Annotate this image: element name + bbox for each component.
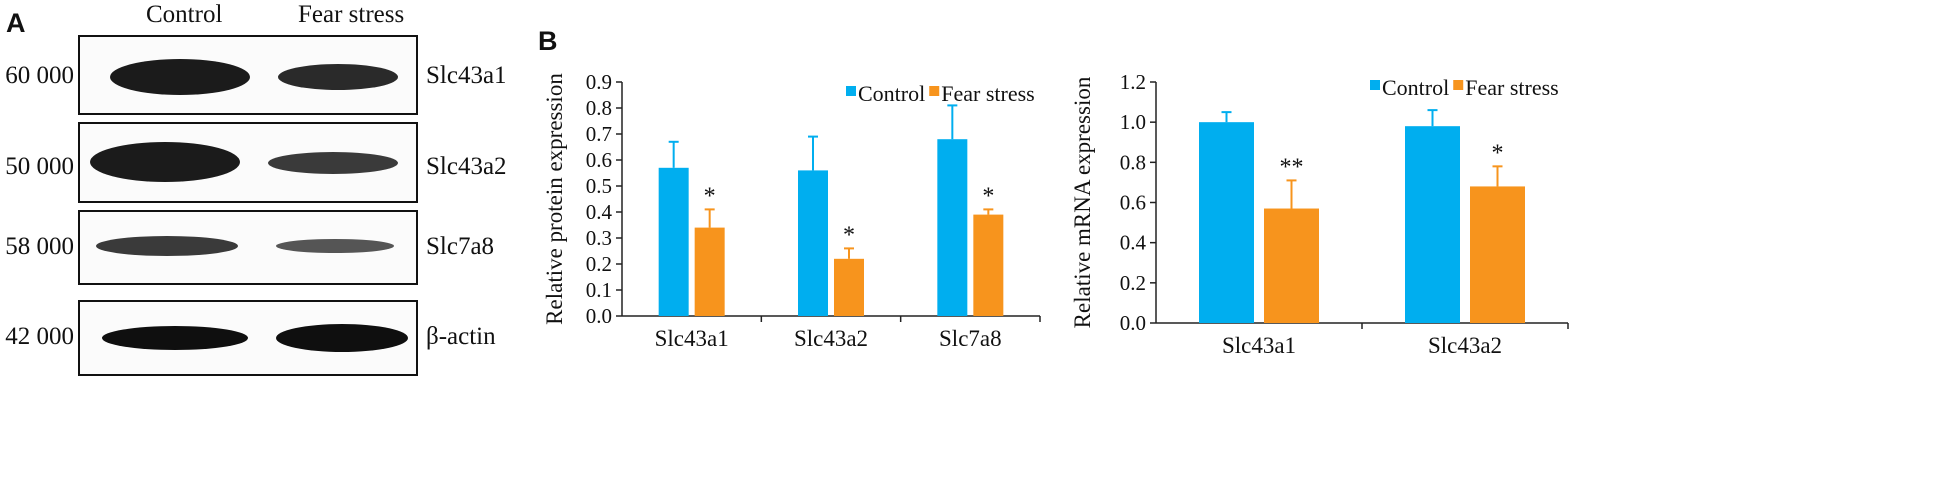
y-tick-label: 0.4: [1120, 231, 1147, 255]
bar-control: [1199, 122, 1254, 323]
y-tick-label: 0.7: [586, 122, 612, 146]
y-tick-label: 0.8: [1120, 150, 1146, 174]
blot-mw-label: 42 000: [5, 323, 74, 350]
x-tick-label: Slc43a2: [1428, 333, 1502, 358]
legend-label: Fear stress: [1465, 75, 1558, 100]
bar-fear-stress: [694, 227, 725, 316]
y-tick-label: 0.0: [586, 304, 612, 328]
significance-marker: *: [1492, 140, 1504, 166]
blot-mw-label: 60 000: [5, 62, 74, 89]
blot-column-fear-stress: Fear stress: [298, 1, 405, 28]
legend-label: Fear stress: [941, 81, 1034, 106]
blot-protein-label: β-actin: [426, 323, 496, 350]
legend-swatch: [1370, 80, 1380, 90]
band-control: [90, 142, 240, 182]
y-tick-label: 0.8: [586, 96, 612, 120]
mrna-expression-chart: 0.0 0.2 0.4 0.6 0.8 1.0 1.2 Relative mRNA expre…: [1070, 70, 1569, 358]
y-tick-label: 0.5: [586, 174, 612, 198]
significance-marker: *: [843, 222, 855, 248]
band-fear-stress: [276, 239, 394, 253]
protein-expression-chart: 0.00.10.20.30.40.50.60.70.80.9 Relative p…: [542, 70, 1041, 351]
bar-fear-stress: [1470, 186, 1525, 323]
y-tick-label: 1.2: [1120, 70, 1146, 94]
y-tick-label: 0.2: [1120, 271, 1146, 295]
significance-marker: *: [704, 183, 716, 209]
y-tick-label: 0.6: [586, 148, 612, 172]
bar-control: [798, 170, 828, 316]
band-fear-stress: [268, 152, 398, 174]
legend-swatch: [929, 86, 940, 96]
y-tick-label: 0.3: [586, 226, 612, 250]
band-fear-stress: [276, 324, 408, 352]
x-tick-label: Slc43a2: [794, 326, 868, 351]
significance-marker: **: [1280, 154, 1304, 180]
bar-control: [658, 167, 689, 316]
bar-fear-stress: [1264, 208, 1319, 323]
blot-protein-label: Slc43a2: [426, 153, 507, 180]
blot-protein-label: Slc7a8: [426, 233, 495, 260]
bar-control: [1405, 126, 1460, 323]
legend-swatch: [1453, 80, 1464, 90]
blot-slc7a8: [78, 210, 418, 285]
blot-protein-label: Slc43a1: [426, 62, 507, 89]
band-control: [96, 236, 238, 256]
blot-beta-actin: [78, 300, 418, 376]
y-tick-label: 0.2: [586, 252, 612, 276]
y-axis-label: Relative protein expression: [542, 73, 567, 325]
bar-fear-stress: [834, 258, 864, 316]
band-control: [102, 326, 248, 350]
y-tick-label: 0.6: [1120, 191, 1146, 215]
legend-swatch: [846, 86, 856, 96]
bar-fear-stress: [973, 214, 1004, 316]
y-tick-label: 0.9: [586, 70, 612, 94]
blot-mw-label: 50 000: [5, 153, 74, 180]
blot-column-control: Control: [146, 1, 223, 28]
significance-marker: *: [982, 183, 994, 209]
bar-control: [937, 139, 968, 316]
y-tick-label: 0.4: [586, 200, 613, 224]
band-control: [110, 59, 250, 95]
legend-label: Control: [858, 81, 925, 106]
y-tick-label: 0.1: [586, 278, 612, 302]
band-fear-stress: [278, 64, 398, 90]
y-tick-label: 0.0: [1120, 311, 1146, 335]
x-tick-label: Slc43a1: [1222, 333, 1296, 358]
x-tick-label: Slc7a8: [939, 326, 1002, 351]
legend-label: Control: [1382, 75, 1449, 100]
panel-a-label: A: [6, 8, 26, 38]
x-tick-label: Slc43a1: [655, 326, 729, 351]
blot-mw-label: 58 000: [5, 233, 74, 260]
y-axis-label: Relative mRNA expression: [1070, 76, 1095, 328]
panel-b-label: B: [538, 26, 558, 56]
blot-slc43a2: [78, 122, 418, 203]
y-tick-label: 1.0: [1120, 110, 1146, 134]
blot-slc43a1: [78, 35, 418, 115]
